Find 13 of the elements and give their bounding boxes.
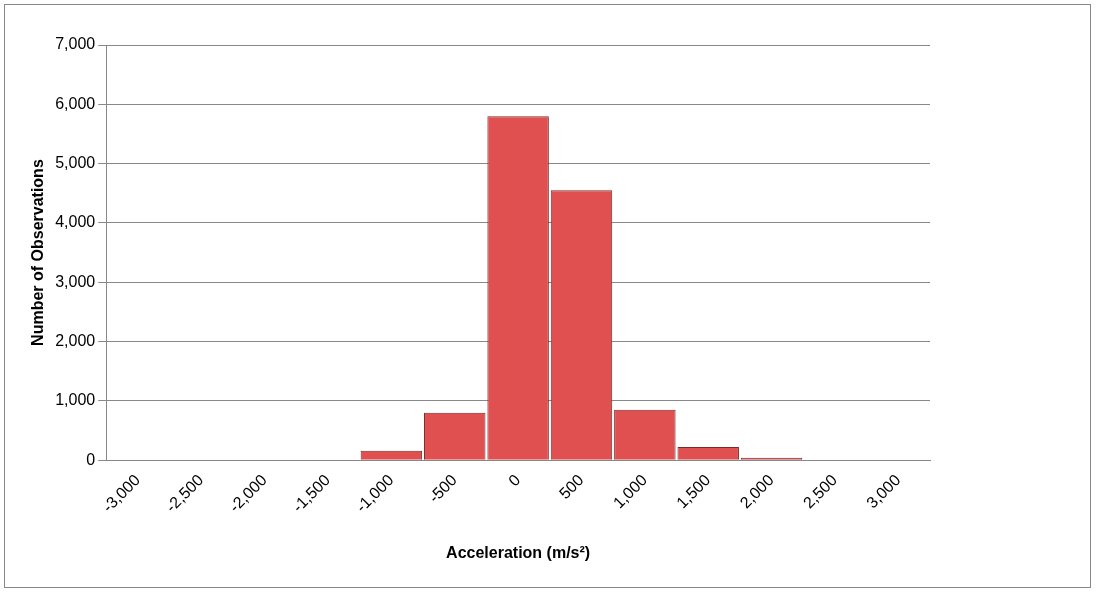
y-tick-label: 0 (86, 450, 96, 468)
y-tick-label: 1,000 (55, 391, 96, 409)
y-tick-label: 6,000 (55, 94, 96, 112)
x-tick-label: 0 (505, 471, 524, 490)
y-tick-label: 2,000 (55, 331, 96, 349)
y-tick-label: 4,000 (55, 213, 96, 231)
y-tick-label: 3,000 (55, 272, 96, 290)
x-tick-label: 500 (555, 471, 587, 503)
y-tick-label: 7,000 (55, 35, 96, 53)
y-axis-title: Number of Observations (29, 159, 47, 346)
x-axis-title: Acceleration (m/s²) (446, 543, 591, 561)
x-tick-label: -500 (425, 471, 461, 506)
y-tick-label: 5,000 (55, 154, 96, 172)
